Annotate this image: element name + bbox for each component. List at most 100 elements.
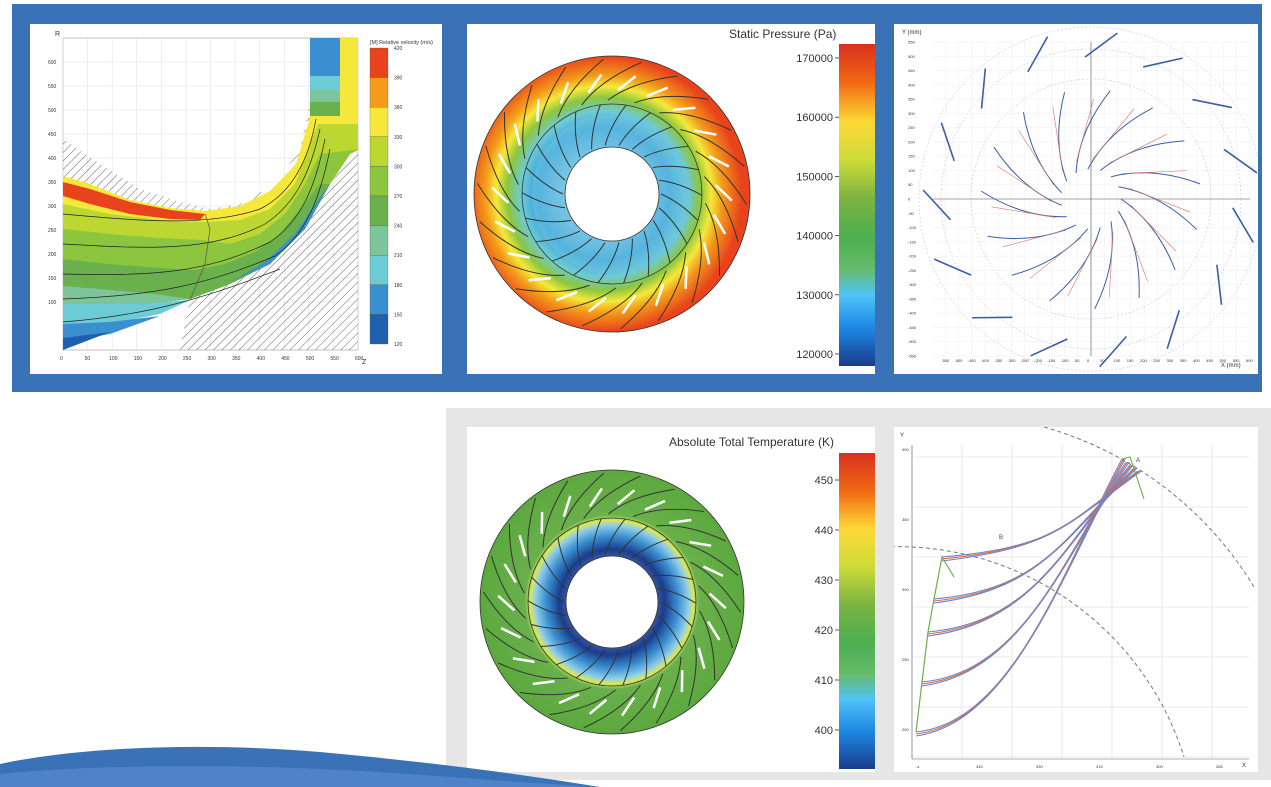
meridional-velocity-panel: 0 50 100 150 200 250 300 350 400 450 500 550 600 100 1… [30,24,442,374]
diffuser-vane [528,276,551,282]
diffuser-vane [513,123,522,146]
impeller-blade [653,165,699,171]
diffuser-vane [1192,98,1233,109]
x-tick-label: 150 [134,356,143,362]
diffuser-streamline [560,472,605,531]
shroud-wall [63,38,330,240]
diffuser-streamline [492,257,565,276]
x-tick-label: -500 [955,358,964,363]
y-tick-label: -200 [908,254,917,259]
x-tick-label: 600 [1246,358,1253,363]
legend-level: 390 [394,76,403,82]
x-tick-label: -150 [1047,358,1056,363]
blade-profile-curve [927,464,1134,637]
diffuser-vane [714,184,733,202]
impeller-blade [1099,140,1185,171]
legend-level: 420 [394,46,403,52]
impeller-blade [574,111,581,158]
blade-layout-panel: Y (mm) X (mm) -550 -500 -450 -400 -350 -300 -2… [894,24,1258,374]
diffuser-vane [616,489,636,506]
x-tick-label: 50 [85,356,91,362]
temp-hub-hole [565,555,659,649]
y-tick-label: -400 [908,311,917,316]
outer-arc [1043,427,1255,588]
diffuser-streamline [581,61,642,106]
diffuser-vane [644,499,666,511]
label-a: A [1136,458,1140,464]
blade-profile-curve [941,470,1142,562]
colorbar-tick: 420 [815,625,833,637]
blade-layout-chart: Y (mm) X (mm) -550 -500 -450 -400 -350 -300 -2… [902,26,1258,372]
colorbar-tick: 410 [815,675,833,687]
y-tick-label: 200 [908,139,915,144]
diffuser-streamline [546,287,617,313]
diffuser-vane [1143,57,1183,68]
impeller-blade [555,645,593,666]
impeller-blade [642,638,648,679]
x-tick-label: 0 [1087,358,1090,363]
diffuser-streamline [476,183,529,238]
colorbar-tick: 140000 [796,231,833,243]
diffuser-vane [1216,264,1223,305]
diffuser-streamline [656,525,726,542]
x-axis-label: Z [362,359,367,366]
impeller-blade [1118,186,1198,230]
x-tick-label: 285 [1216,764,1223,769]
diffuser-streamline [698,585,734,649]
impeller-blade [573,242,606,276]
x-tick-label: 350 [1180,358,1187,363]
diffuser-vane [702,565,724,578]
diffuser-vane [712,214,727,235]
diffuser-vane [702,242,711,265]
x-tick-label: 300 [208,356,217,362]
band-240 [63,184,330,314]
diffuser-vane [562,495,572,518]
diffuser-vane [1232,207,1254,243]
diffuser-vane [503,563,518,584]
diffuser-vane [1166,309,1181,349]
diffuser-vane [588,698,608,715]
diffuser-vane [536,99,540,122]
blade-chord [996,165,1052,202]
pressure-colorbar [839,44,875,366]
x-tick-label: 350 [232,356,241,362]
band-420 [63,182,205,220]
impeller-blade [521,192,566,209]
impeller-blade [551,238,592,262]
diffuser-vane [1030,338,1068,357]
x-tick-label: 200 [158,356,167,362]
legend-level: 210 [394,253,403,259]
profile-y-label: Y [900,433,904,439]
static-pressure-panel: Static Pressure (Pa) 170000 160000 150000 1… [467,24,875,374]
blade-profile-curve [933,467,1136,602]
impeller-blade [1011,228,1089,276]
impeller-blade [643,557,684,567]
impeller-blade [591,104,601,150]
diffuser-vane [559,81,570,104]
diffuser-streamline [542,480,569,548]
blade-y-label: Y (mm) [902,30,922,36]
impeller-blade [1087,107,1153,170]
impeller-blade [1058,92,1068,182]
impeller-blade [1094,221,1113,310]
impeller-blade [993,146,1062,206]
diffuser-streamline [583,475,641,519]
diffuser-streamline [607,488,675,515]
y-tick-label: 300 [908,111,915,116]
impeller-blade [651,627,667,667]
blade-chord [991,206,1056,218]
x-tick-label: -400 [981,358,990,363]
diffuser-vane [621,696,636,717]
outlet-210 [310,76,340,90]
diffuser-vane [940,122,955,162]
diffuser-streamline [691,229,702,303]
meridional-velocity-chart: 0 50 100 150 200 250 300 350 400 450 500 550 600 100 1… [48,31,433,366]
diffuser-vane [1084,32,1118,58]
diffuser-streamline [695,150,748,205]
impeller-blade [623,238,633,284]
impeller-blade [535,230,581,243]
diffuser-streamline [520,686,592,696]
x-tick-label: 330 [1036,764,1043,769]
diffuser-vane [933,258,972,276]
impeller-blade [591,518,602,559]
